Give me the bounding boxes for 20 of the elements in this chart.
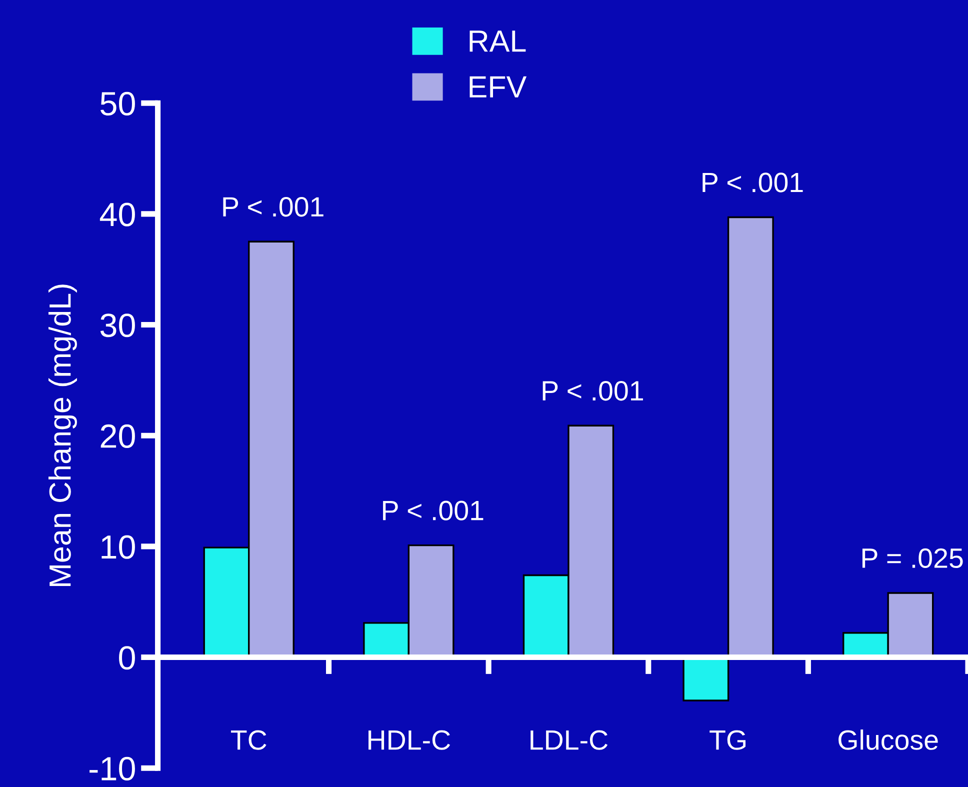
y-tick-label: 50 [100, 92, 135, 116]
y-tick-label: 40 [100, 202, 135, 226]
legend-label: EFV [470, 76, 527, 98]
x-tick-label: LDL-C [530, 730, 608, 750]
annotation: P < .001 [702, 172, 803, 192]
y-axis-title: Mean Change (mg/dL) [48, 284, 77, 586]
annotation: P < .001 [383, 500, 484, 520]
y-tick-label: 20 [100, 424, 135, 448]
legend-label: RAL [470, 30, 526, 52]
x-tick-label: HDL-C [368, 730, 450, 750]
annotation: P = .025 [862, 548, 963, 568]
y-tick-label: 0 [119, 646, 135, 670]
x-tick-label: TC [230, 730, 266, 750]
x-tick-label: Glucose [838, 730, 938, 750]
x-tick-label: TG [710, 730, 746, 750]
annotation: P < .001 [542, 381, 643, 401]
y-tick-label: 30 [100, 314, 135, 338]
y-tick-label: -10 [90, 756, 135, 781]
y-tick-label: 10 [102, 535, 135, 559]
annotation: P < .001 [223, 197, 324, 217]
